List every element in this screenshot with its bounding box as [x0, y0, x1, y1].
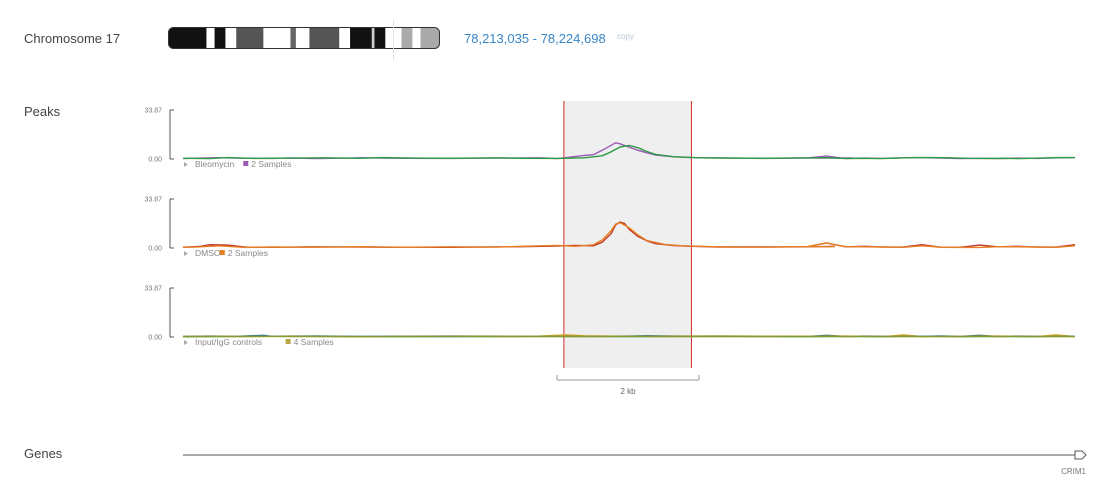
- expand-caret-icon[interactable]: [184, 162, 188, 167]
- track-legend-samples[interactable]: 4 Samples: [294, 337, 334, 347]
- copy-button[interactable]: copy: [617, 32, 634, 41]
- ideogram-band: [168, 27, 207, 49]
- gene-name[interactable]: CRIM1: [1061, 467, 1086, 476]
- ideogram-band: [225, 27, 237, 49]
- ideogram-band: [214, 27, 226, 49]
- chromosome-ideogram[interactable]: [168, 27, 440, 49]
- ideogram-band: [309, 27, 340, 49]
- y-max-label: 33.87: [144, 197, 162, 204]
- y-max-label: 33.87: [144, 108, 162, 115]
- ideogram-band: [374, 27, 386, 49]
- expand-caret-icon[interactable]: [184, 340, 188, 345]
- scale-bar-label: 2 kb: [620, 387, 636, 396]
- peaks-label: Peaks: [24, 104, 61, 119]
- ideogram-band: [290, 27, 297, 49]
- track-legend-samples[interactable]: 2 Samples: [228, 248, 268, 258]
- gene-track[interactable]: CRIM1: [183, 450, 1087, 476]
- y-min-label: 0.00: [148, 246, 162, 253]
- y-min-label: 0.00: [148, 335, 162, 342]
- ideogram-outline: [168, 27, 440, 49]
- ideogram-band: [236, 27, 264, 49]
- selected-region[interactable]: [563, 101, 692, 368]
- legend-swatch: [243, 161, 249, 166]
- track-signal-line: [182, 222, 1076, 249]
- ideogram-band: [206, 27, 215, 49]
- track-legend-samples[interactable]: 2 Samples: [251, 159, 291, 169]
- track-legend-name[interactable]: Bleomycin: [195, 159, 234, 169]
- ideogram-band: [401, 27, 413, 49]
- gene-arrow-icon: [1074, 450, 1087, 460]
- track-legend-name[interactable]: Input/IgG controls: [195, 337, 262, 347]
- legend-swatch: [285, 339, 291, 344]
- ideogram-band: [339, 27, 351, 49]
- track-signal-line: [182, 144, 1075, 160]
- chromosome-label: Chromosome 17: [24, 31, 121, 46]
- y-min-label: 0.00: [148, 157, 162, 164]
- genes-label: Genes: [24, 446, 63, 461]
- scale-bar: 2 kb: [556, 375, 700, 396]
- ideogram-band: [420, 27, 440, 49]
- legend-swatch: [219, 250, 225, 255]
- ideogram-band: [350, 27, 373, 49]
- ideogram-band: [295, 27, 310, 49]
- genomic-coordinates[interactable]: 78,213,035 - 78,224,698: [464, 31, 606, 46]
- y-max-label: 33.87: [144, 286, 162, 293]
- ideogram-band: [371, 27, 375, 49]
- expand-caret-icon[interactable]: [184, 251, 188, 256]
- ideogram-band: [263, 27, 291, 49]
- track-legend-name[interactable]: DMSO: [195, 248, 221, 258]
- ideogram-divider: [393, 20, 394, 60]
- ideogram-band: [412, 27, 421, 49]
